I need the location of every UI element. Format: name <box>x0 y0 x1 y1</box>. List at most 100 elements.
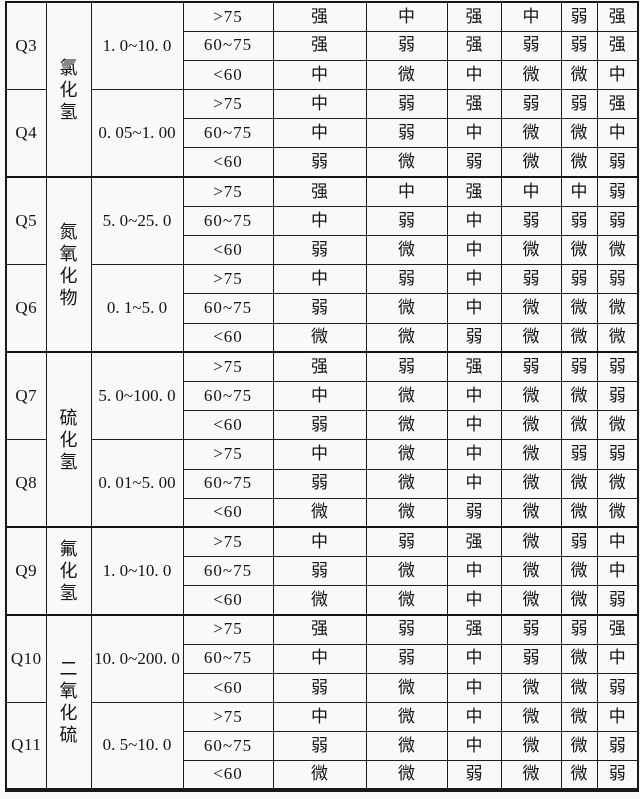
value-cell: 微 <box>560 585 598 616</box>
threshold-cell: >75 <box>182 613 274 645</box>
value-cell: 中 <box>272 526 367 558</box>
value-cell: 弱 <box>272 468 367 499</box>
value-cell: 中 <box>596 526 639 558</box>
value-cell: 中 <box>446 410 502 441</box>
value-cell: 微 <box>596 234 639 266</box>
value-cell: 微 <box>596 468 639 499</box>
value-cell: 微 <box>596 410 639 441</box>
value-cell: 微 <box>365 497 448 528</box>
value-cell: 弱 <box>272 147 367 178</box>
value-cell: 微 <box>272 585 367 616</box>
threshold-cell: 60~75 <box>182 556 274 587</box>
value-cell: 微 <box>365 410 448 441</box>
table-row: Q9 氟化氢 1. 0~10. 0 >75 中弱强微弱中 <box>5 526 639 616</box>
threshold-cell: 60~75 <box>182 731 274 762</box>
value-cell: 微 <box>560 672 598 704</box>
table-row: Q11 0. 5~10. 0 >75 中微中微微中 <box>5 701 639 791</box>
value-cell: 中 <box>446 556 502 587</box>
value-cell: 微 <box>560 322 598 353</box>
value-cell: 中 <box>446 205 502 237</box>
chemical-name-vertical-text: 氟化氢 <box>59 539 78 604</box>
threshold-cell: >75 <box>182 176 274 207</box>
value-cell: 微 <box>560 643 598 674</box>
value-cell: 微 <box>365 293 448 324</box>
value-cell: 中 <box>365 0 448 32</box>
table-row: 60~75 弱微中微微弱 <box>6 731 639 762</box>
value-cell: 中 <box>272 701 367 733</box>
value-cell: 微 <box>365 147 448 178</box>
value-cell: 微 <box>560 380 598 412</box>
value-cell: 中 <box>446 59 502 91</box>
threshold-cell: <60 <box>182 410 274 441</box>
threshold-cell: >75 <box>182 264 274 295</box>
value-cell: 弱 <box>365 351 448 382</box>
threshold-cell: <60 <box>182 59 274 91</box>
chemical-name-vertical-text: 硫化氢 <box>59 407 78 472</box>
value-cell: 微 <box>500 439 562 470</box>
value-cell: 微 <box>500 672 562 704</box>
value-cell: 弱 <box>500 643 562 674</box>
value-cell: 微 <box>500 118 562 149</box>
value-cell: 强 <box>446 613 502 645</box>
value-cell: 中 <box>446 380 502 412</box>
pollutant-impact-table: Q3 氯化氢 1. 0~10. 0 >75 强中强中弱强 60~75 强弱强弱弱强 <60 中微… <box>5 0 639 793</box>
q-id-cell: Q9 <box>5 526 47 616</box>
threshold-cell: 60~75 <box>182 293 274 324</box>
q-id-cell: Q7 <box>5 351 47 441</box>
value-cell: 中 <box>596 59 639 91</box>
value-cell: 微 <box>365 585 448 616</box>
value-cell: 微 <box>560 410 598 441</box>
chemical-name-vertical-text: 氯化氢 <box>59 57 78 122</box>
value-cell: 强 <box>596 0 639 32</box>
threshold-cell: 60~75 <box>182 643 274 674</box>
value-cell: 微 <box>272 760 367 791</box>
table-row: Q10 二氧化硫 10. 0~200. 0 >75 强弱强弱弱强 <box>5 613 639 791</box>
concentration-range-cell: 10. 0~200. 0 <box>90 613 184 703</box>
value-cell: 强 <box>272 30 367 61</box>
value-cell: 微 <box>560 118 598 149</box>
value-cell: 弱 <box>272 410 367 441</box>
value-cell: 强 <box>446 30 502 61</box>
value-cell: 微 <box>500 585 562 616</box>
value-cell: 强 <box>272 176 367 207</box>
concentration-range-cell: 0. 05~1. 00 <box>90 89 184 178</box>
table-row: <60 弱微中微微微 <box>6 410 639 441</box>
table-row: Q3 氯化氢 1. 0~10. 0 >75 强中强中弱强 <box>5 0 639 178</box>
value-cell: 微 <box>500 59 562 91</box>
value-cell: 微 <box>365 234 448 266</box>
table-row: Q7 硫化氢 5. 0~100. 0 >75 强弱强弱弱弱 <box>5 351 639 528</box>
chemical-name-cell: 硫化氢 <box>45 351 92 528</box>
threshold-cell: <60 <box>182 147 274 178</box>
value-cell: 微 <box>596 322 639 353</box>
value-cell: 中 <box>272 118 367 149</box>
value-cell: 强 <box>596 30 639 61</box>
value-cell: 弱 <box>365 205 448 237</box>
value-cell: 中 <box>596 701 639 733</box>
q-id-cell: Q5 <box>5 176 47 266</box>
value-cell: 微 <box>365 59 448 91</box>
threshold-cell: >75 <box>182 351 274 382</box>
value-cell: 微 <box>500 497 562 528</box>
value-cell: 中 <box>272 89 367 120</box>
value-cell: 微 <box>500 380 562 412</box>
value-cell: 微 <box>500 556 562 587</box>
threshold-cell: <60 <box>182 760 274 791</box>
value-cell: 弱 <box>272 234 367 266</box>
value-cell: 中 <box>272 380 367 412</box>
table-row: Q8 0. 01~5. 00 >75 中微中微弱弱 <box>5 439 639 528</box>
q-id-cell: Q6 <box>5 264 47 353</box>
value-cell: 强 <box>272 0 367 32</box>
concentration-range-cell: 5. 0~25. 0 <box>90 176 184 266</box>
concentration-range-cell: 1. 0~10. 0 <box>90 1 184 91</box>
value-cell: 弱 <box>365 118 448 149</box>
value-cell: 中 <box>272 643 367 674</box>
value-cell: 微 <box>560 497 598 528</box>
value-cell: 微 <box>596 293 639 324</box>
concentration-range-cell: 5. 0~100. 0 <box>90 351 184 441</box>
table-row: 60~75 强弱强弱弱强 <box>6 30 639 61</box>
q-id-cell: Q11 <box>5 702 47 791</box>
value-cell: 微 <box>560 468 598 499</box>
value-cell: 弱 <box>596 380 639 412</box>
value-cell: 微 <box>596 497 639 528</box>
